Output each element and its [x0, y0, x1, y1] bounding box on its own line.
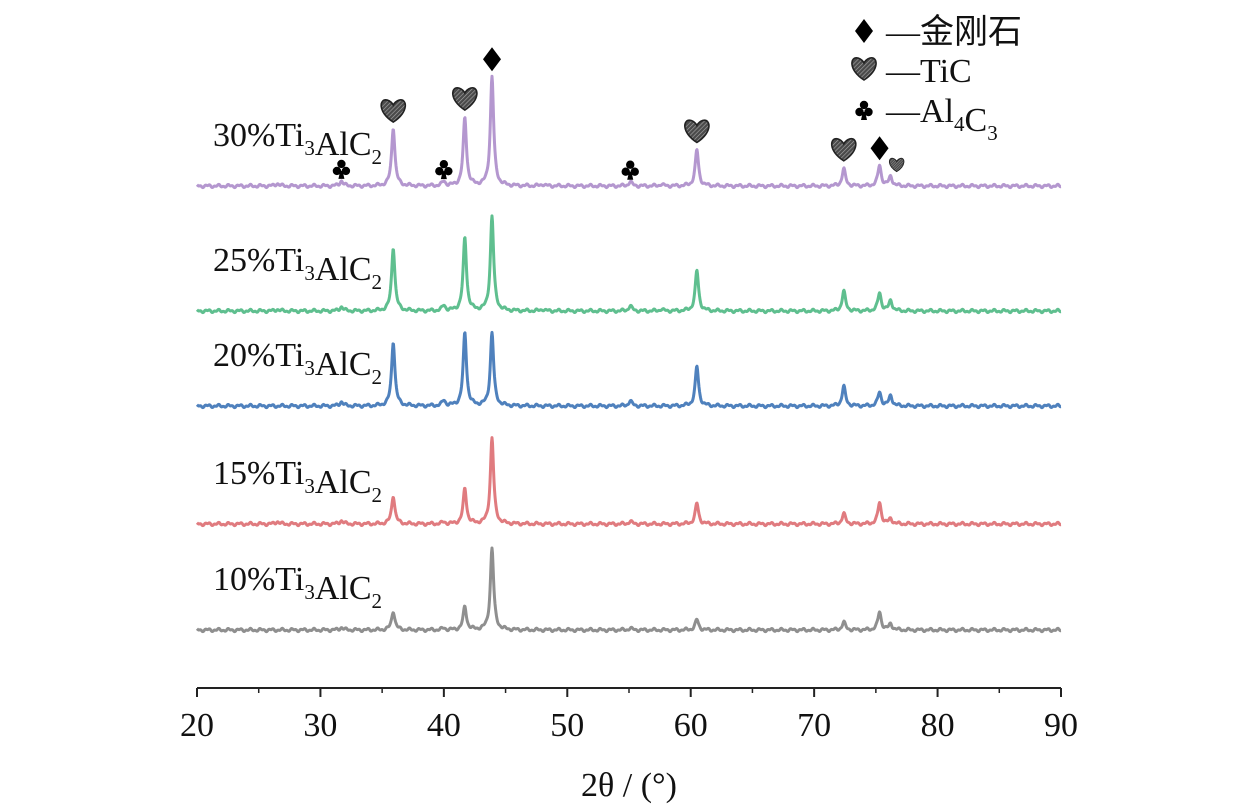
legend-label-club: —Al4C3 [885, 93, 998, 145]
annotation-heart-1 [380, 99, 407, 124]
legend-label-heart: —TiC [885, 53, 972, 90]
x-tick-label-50: 50 [550, 707, 584, 744]
series-line-20pct-ti3alc2 [195, 330, 1062, 410]
legend: —金刚石—TiC—Al4C3 [851, 13, 1022, 145]
annotation-diamond-8 [870, 136, 889, 161]
annotation-heart-6 [684, 119, 710, 144]
legend-symbol-club [855, 100, 873, 120]
series-label-10pct-ti3alc2: 10%Ti3AlC2 [213, 561, 382, 613]
x-tick-label-90: 90 [1044, 707, 1078, 744]
annotation-club-2 [435, 159, 453, 180]
legend-label-diamond: —金刚石 [885, 13, 1022, 51]
series-line-15pct-ti3alc2 [195, 436, 1062, 528]
legend-symbol-heart [851, 57, 877, 81]
annotation-diamond-4 [482, 47, 501, 72]
x-axis-label: 2θ / (°) [581, 767, 677, 804]
x-tick-label-30: 30 [303, 707, 337, 744]
x-tick-label-60: 60 [674, 707, 708, 744]
annotation-club-0 [332, 159, 351, 179]
series-line-30pct-ti3alc2 [195, 74, 1062, 190]
x-axis: 2θ / (°) 20 30 40 50 60 70 80 90 [180, 687, 1078, 804]
series-line-25pct-ti3alc2 [195, 214, 1062, 315]
legend-symbol-diamond [855, 19, 873, 43]
annotation-heart-7 [830, 138, 857, 162]
series-layer [195, 74, 1062, 634]
series-label-25pct-ti3alc2: 25%Ti3AlC2 [213, 242, 382, 294]
x-tick-label-80: 80 [921, 707, 955, 744]
series-label-30pct-ti3alc2: 30%Ti3AlC2 [213, 117, 382, 169]
x-tick-label-40: 40 [427, 707, 461, 744]
series-line-10pct-ti3alc2 [195, 546, 1062, 634]
annotation-heart-small-9 [888, 157, 905, 173]
annotation-club-5 [621, 160, 639, 180]
peak-annotations [332, 47, 905, 180]
series-labels: 10%Ti3AlC2 15%Ti3AlC2 20%Ti3AlC2 25%Ti3AlC2… [213, 117, 382, 613]
series-label-15pct-ti3alc2: 15%Ti3AlC2 [213, 455, 382, 507]
x-tick-label-70: 70 [797, 707, 831, 744]
series-label-20pct-ti3alc2: 20%Ti3AlC2 [213, 337, 382, 389]
x-tick-label-20: 20 [180, 707, 214, 744]
annotation-heart-3 [452, 87, 478, 111]
